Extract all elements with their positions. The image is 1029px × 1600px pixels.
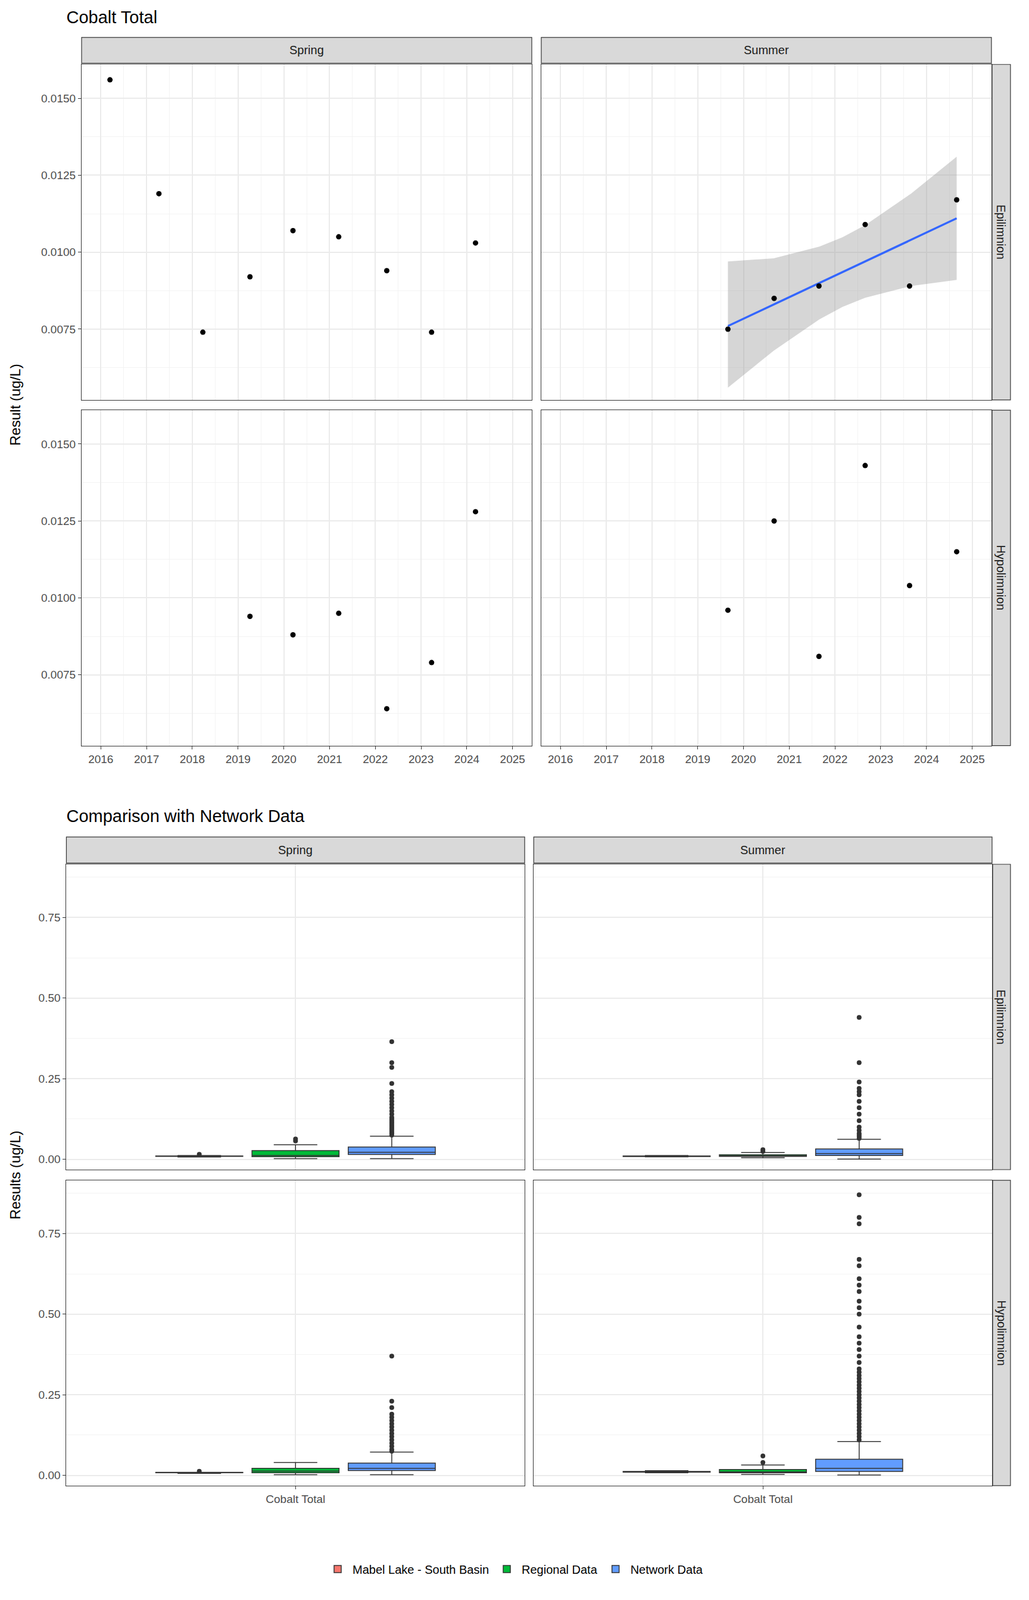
svg-text:2020: 2020	[270, 753, 296, 766]
svg-text:2016: 2016	[547, 753, 573, 766]
svg-text:0.00: 0.00	[38, 1153, 61, 1166]
svg-text:0.25: 0.25	[38, 1073, 61, 1086]
svg-text:0.50: 0.50	[38, 992, 61, 1005]
svg-text:2019: 2019	[685, 753, 711, 766]
svg-text:0.0100: 0.0100	[41, 591, 76, 605]
svg-text:Summer: Summer	[743, 43, 790, 57]
svg-text:2021: 2021	[776, 753, 802, 766]
svg-text:2025: 2025	[500, 753, 526, 766]
svg-text:Hypolimnion: Hypolimnion	[995, 1300, 1009, 1367]
svg-text:Result (ug/L): Result (ug/L)	[7, 363, 24, 446]
svg-text:2018: 2018	[179, 753, 205, 766]
svg-text:Epilimnion: Epilimnion	[994, 204, 1008, 260]
svg-text:2017: 2017	[593, 753, 619, 766]
svg-text:Comparison with Network Data: Comparison with Network Data	[66, 806, 305, 826]
svg-text:2019: 2019	[225, 753, 251, 766]
svg-text:0.0075: 0.0075	[41, 668, 76, 682]
svg-text:0.0125: 0.0125	[41, 169, 76, 182]
svg-text:Regional Data: Regional Data	[521, 1563, 598, 1577]
svg-text:Cobalt Total: Cobalt Total	[66, 7, 158, 27]
svg-text:0.0100: 0.0100	[41, 245, 76, 259]
svg-text:2018: 2018	[639, 753, 665, 766]
svg-text:2022: 2022	[362, 753, 388, 766]
svg-text:0.75: 0.75	[38, 1227, 61, 1241]
svg-text:Summer: Summer	[740, 843, 786, 857]
svg-text:0.75: 0.75	[38, 911, 61, 925]
svg-text:2016: 2016	[88, 753, 114, 766]
svg-text:2023: 2023	[868, 753, 894, 766]
svg-text:2023: 2023	[408, 753, 434, 766]
svg-text:0.50: 0.50	[38, 1308, 61, 1321]
svg-text:Spring: Spring	[289, 43, 324, 57]
svg-text:2022: 2022	[822, 753, 848, 766]
svg-text:2017: 2017	[133, 753, 159, 766]
svg-text:0.0075: 0.0075	[41, 323, 76, 336]
svg-text:0.0125: 0.0125	[41, 515, 76, 528]
svg-text:Cobalt Total: Cobalt Total	[733, 1493, 793, 1506]
svg-text:0.25: 0.25	[38, 1389, 61, 1402]
svg-text:0.00: 0.00	[38, 1469, 61, 1483]
svg-text:2021: 2021	[316, 753, 342, 766]
svg-text:Epilimnion: Epilimnion	[994, 990, 1008, 1046]
svg-text:Cobalt Total: Cobalt Total	[265, 1493, 326, 1506]
svg-text:Hypolimnion: Hypolimnion	[994, 544, 1008, 611]
svg-text:2024: 2024	[914, 753, 940, 766]
svg-text:2024: 2024	[454, 753, 480, 766]
svg-text:0.0150: 0.0150	[41, 438, 76, 451]
svg-text:0.0150: 0.0150	[41, 92, 76, 105]
svg-text:2020: 2020	[730, 753, 756, 766]
svg-text:Mabel Lake - South Basin: Mabel Lake - South Basin	[352, 1563, 489, 1577]
svg-text:2025: 2025	[959, 753, 985, 766]
svg-text:Results (ug/L): Results (ug/L)	[7, 1130, 24, 1220]
svg-text:Network Data: Network Data	[630, 1563, 704, 1577]
svg-text:Spring: Spring	[278, 843, 313, 857]
